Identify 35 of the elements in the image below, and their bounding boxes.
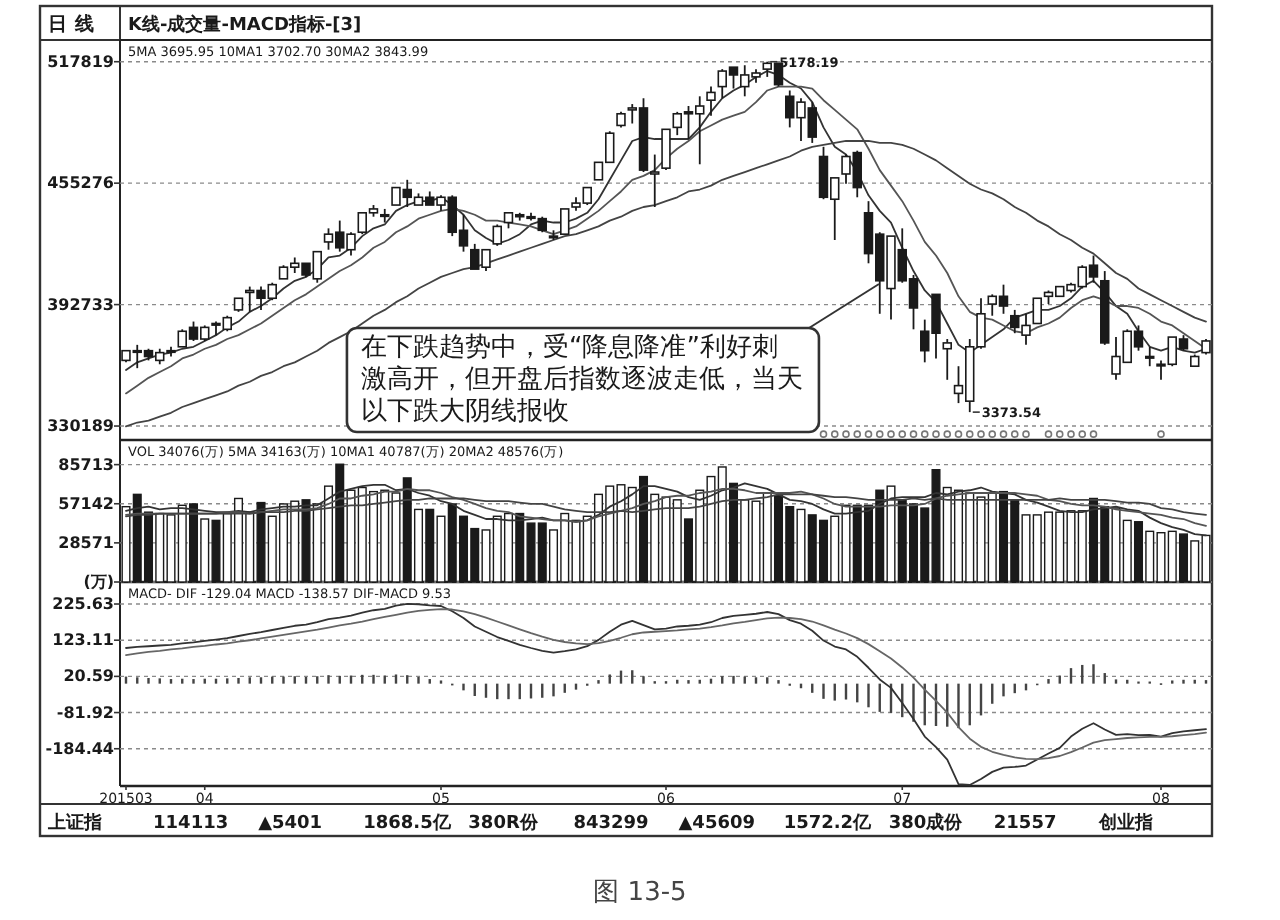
caption: 图 13-5 [593,878,687,908]
callout: 在下跌趋势中，受“降息降准”利好刺激高开，但开盘后指数逐波走低，当天以下跌大阴线报收 [345,283,880,434]
y-tick-label: 57142 [58,494,114,513]
y-tick-label: 455276 [47,174,115,193]
chart-title: K线-成交量-MACD指标-[3] [128,14,362,36]
text: 21557 [993,814,1057,834]
line-series [125,482,1207,537]
text: 创业指 [1096,812,1153,834]
y-tick-label: 330189 [47,417,115,436]
line-series [125,608,1207,761]
y-tick-label: 28571 [58,533,115,552]
line-series [125,487,1207,527]
y-tick-label: 225.63 [52,595,114,614]
y-tick-label: 392733 [47,295,114,314]
text: ▲5401 [258,814,323,834]
text: 114113 [153,814,229,834]
y-tick-label: 123.11 [52,631,115,650]
y-tick-label: 20.59 [63,667,115,686]
text: 1868.5亿 [363,812,453,834]
line-series [125,602,1207,786]
y-tick-label: (万) [83,573,114,591]
line-series [125,493,1207,518]
y-tick-label: -184.44 [45,739,115,758]
text: 上证指 [46,812,102,834]
y-tick-label: -81.92 [56,703,114,722]
text: 380R份 [468,812,540,834]
line-series [125,140,1207,428]
y-tick-label: 85713 [58,455,114,474]
text: ▲45609 [678,814,756,834]
annotation: 在下跌趋势中，受“降息降准”利好刺激高开，但开盘后指数逐波走低，当天以下跌大阴线报收 [360,333,803,427]
y-tick-label: 517819 [47,52,115,71]
text: 1572.2亿 [783,812,874,834]
text: 日 线 [48,12,95,36]
text: 843299 [573,814,649,834]
text: 380成份 [888,812,965,834]
